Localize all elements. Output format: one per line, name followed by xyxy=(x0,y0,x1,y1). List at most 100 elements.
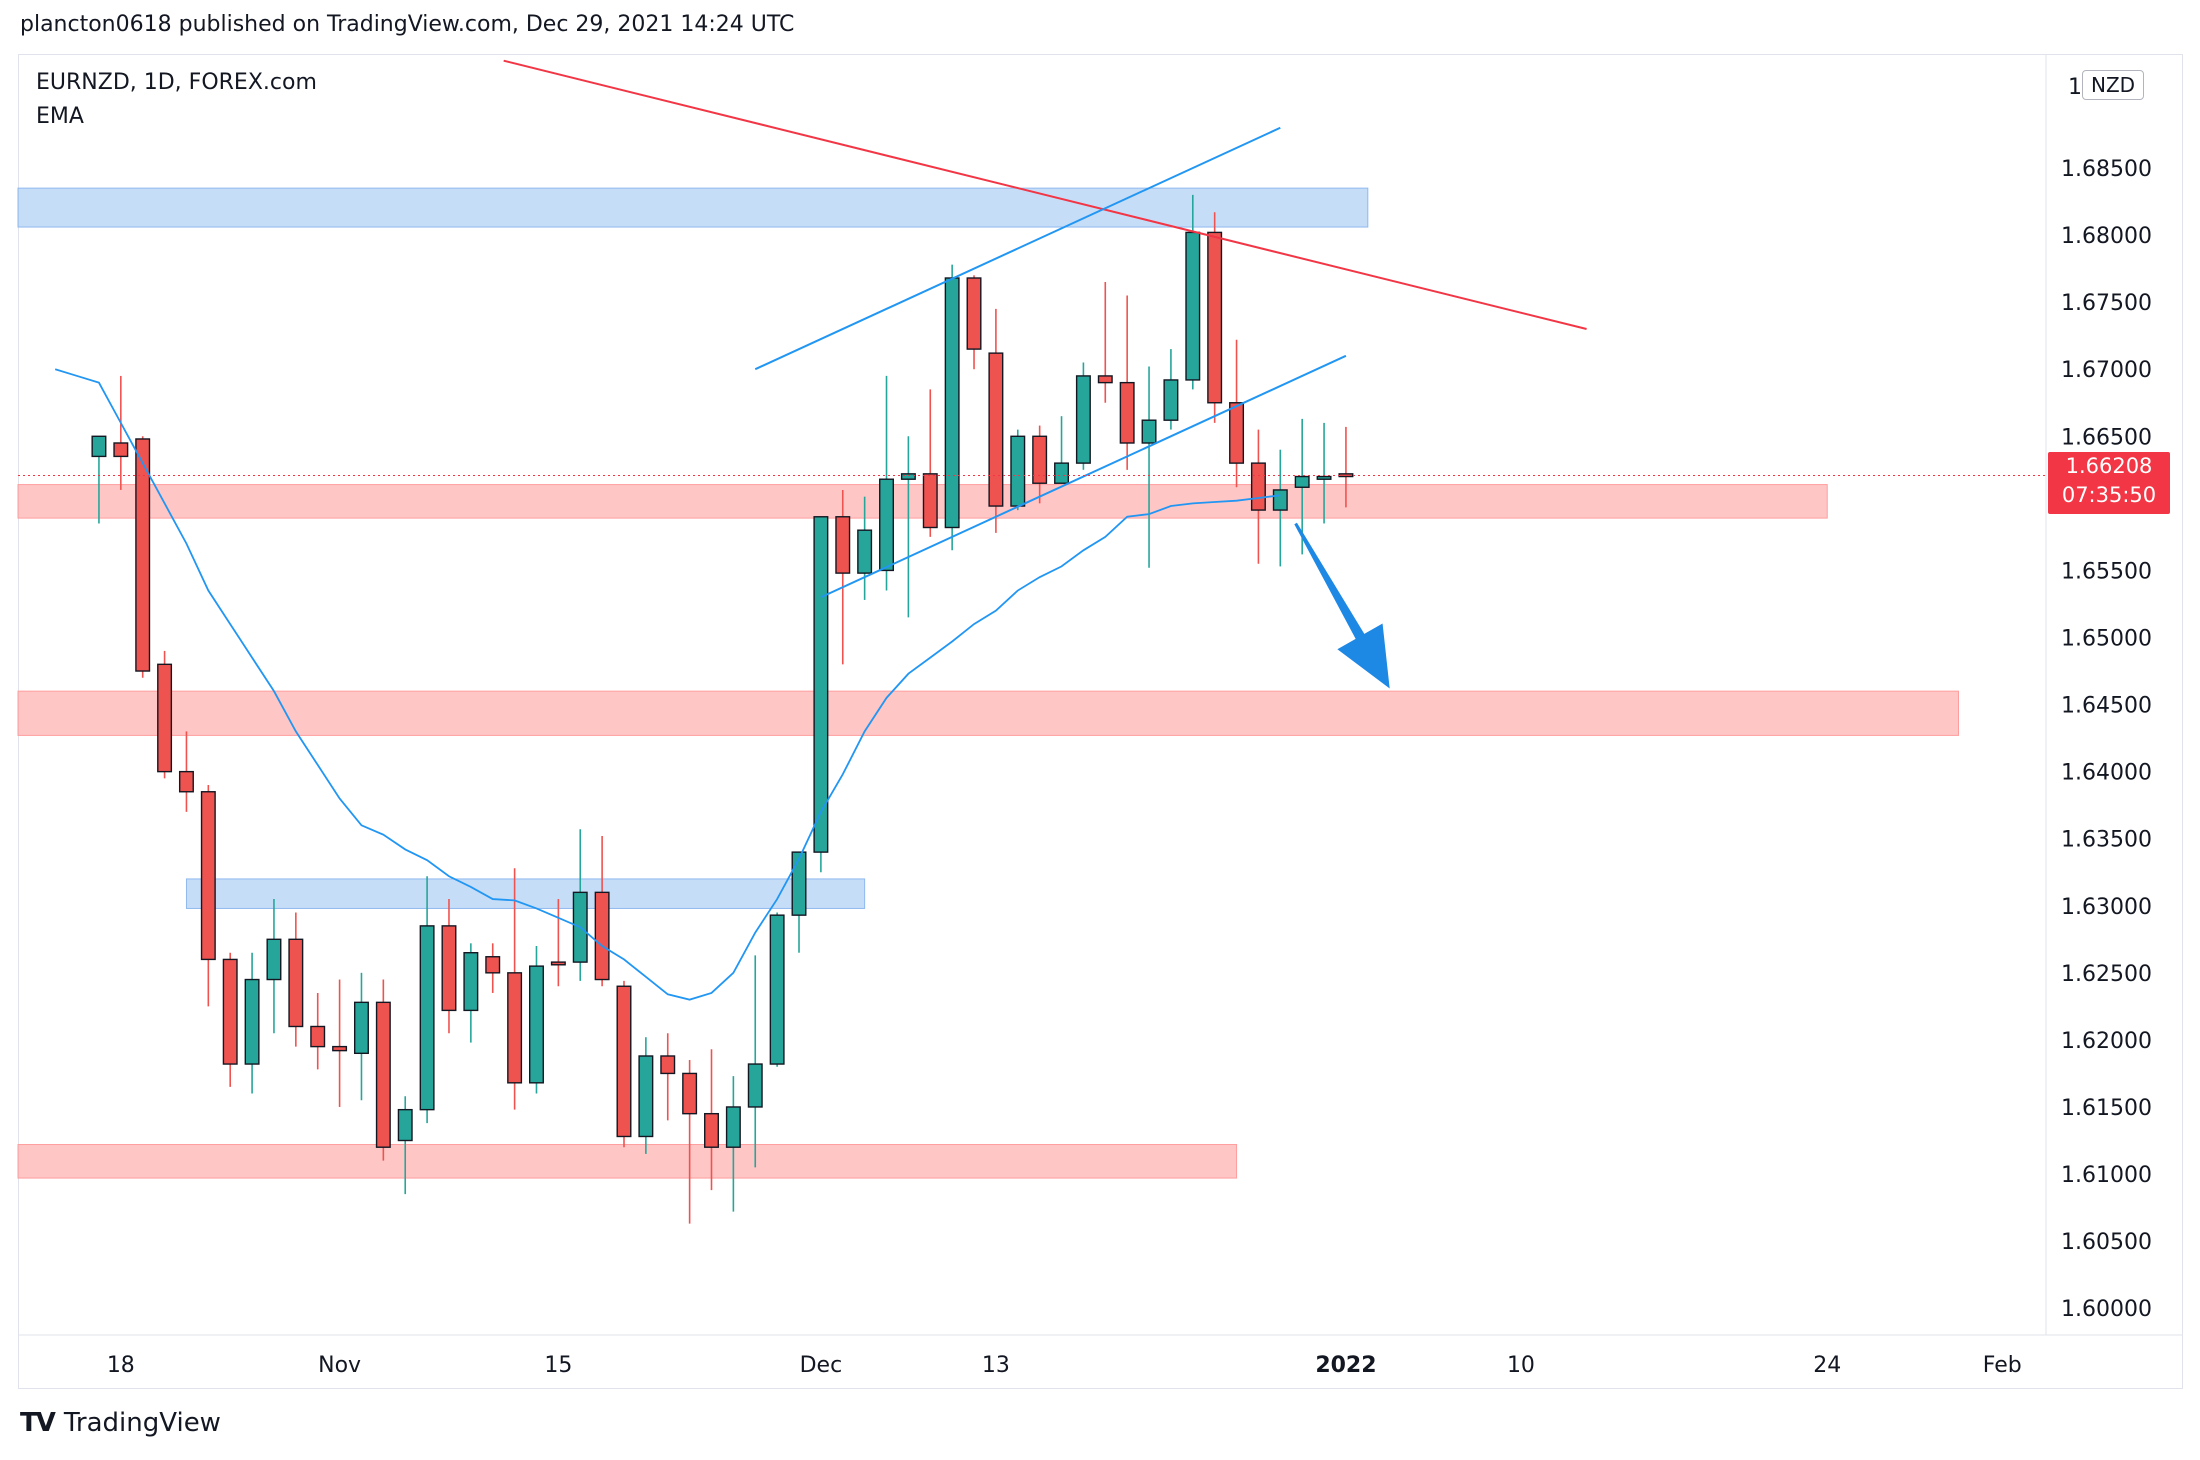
candles-layer xyxy=(91,194,1354,1224)
candle-body xyxy=(1185,231,1201,381)
time-tick-label: 2022 xyxy=(1315,1353,1376,1378)
candle-body xyxy=(550,961,566,966)
bar-countdown: 07:35:50 xyxy=(2061,483,2157,507)
candle-body xyxy=(704,1112,719,1148)
candle-21 xyxy=(550,899,566,987)
candle-body xyxy=(682,1072,698,1115)
candle-16 xyxy=(441,899,457,1034)
price-tick-label: 1.67500 xyxy=(2061,291,2152,316)
candle-23 xyxy=(594,836,610,987)
ema-layer xyxy=(54,368,1281,1001)
candle-body xyxy=(879,478,894,572)
candle-body xyxy=(419,925,435,1111)
candle-25 xyxy=(638,1037,654,1154)
price-tick-label: 1.64000 xyxy=(2061,761,2152,786)
candle-body xyxy=(1229,402,1245,464)
tradingview-logo-icon: TV xyxy=(20,1408,56,1438)
candle-17 xyxy=(463,943,479,1043)
candle-body xyxy=(244,978,260,1065)
candle-31 xyxy=(769,912,785,1067)
candle-body xyxy=(353,1001,369,1055)
price-tick-label: 1.61000 xyxy=(2061,1163,2152,1188)
candle-body xyxy=(485,956,501,974)
price-tick-label: 1.67000 xyxy=(2061,358,2152,383)
time-tick-label: Nov xyxy=(318,1353,361,1378)
candle-40 xyxy=(966,275,982,370)
trend-line-blue-2 xyxy=(820,354,1347,599)
time-tick-label: 13 xyxy=(982,1353,1010,1378)
candle-body xyxy=(835,516,851,574)
candle-body xyxy=(900,473,916,480)
candle-3 xyxy=(157,650,173,779)
symbol-label[interactable]: EURNZD, 1D, FOREX.com xyxy=(36,70,317,95)
price-tick-label: 1.65500 xyxy=(2061,559,2152,584)
candle-9 xyxy=(288,912,304,1047)
candle-24 xyxy=(616,980,632,1148)
candle-30 xyxy=(747,955,763,1168)
candle-body xyxy=(222,958,238,1065)
candle-14 xyxy=(397,1096,413,1195)
zone-red-4 xyxy=(17,1144,1238,1179)
candle-body xyxy=(507,972,523,1084)
candle-body xyxy=(660,1055,676,1075)
price-tick-label: 1.60500 xyxy=(2061,1230,2152,1255)
time-tick-label: 18 xyxy=(107,1353,135,1378)
candle-body xyxy=(594,891,610,981)
candle-42 xyxy=(1010,429,1026,511)
currency-badge[interactable]: NZD xyxy=(2082,70,2145,100)
candle-body xyxy=(988,352,1004,507)
footer-brand: TradingView xyxy=(63,1408,221,1438)
candle-20 xyxy=(529,946,544,1094)
price-axis: 1.60000 1.60500 1.61000 1.61500 1.62000 1.625… xyxy=(2061,75,2152,1322)
candle-body xyxy=(178,770,194,793)
candle-body xyxy=(944,277,960,529)
trend-line-red-0 xyxy=(503,59,1587,330)
candle-33 xyxy=(813,516,829,873)
candle-41 xyxy=(988,308,1004,533)
footer[interactable]: TV TradingView xyxy=(20,1408,221,1438)
candle-52 xyxy=(1229,339,1245,488)
price-tick-label: 1.61500 xyxy=(2061,1096,2152,1121)
candle-body xyxy=(1032,435,1048,484)
candle-body xyxy=(922,473,938,529)
price-chart[interactable]: 1.60000 1.60500 1.61000 1.61500 1.62000 1.625… xyxy=(0,0,2200,1400)
candle-4 xyxy=(178,731,194,812)
candle-5 xyxy=(200,785,216,1007)
candle-32 xyxy=(791,851,807,953)
time-axis: 18 Nov 15 Dec 13 2022 10 24 Feb xyxy=(107,1353,2022,1378)
price-tick-label: 1.62000 xyxy=(2061,1029,2152,1054)
candle-6 xyxy=(222,952,238,1087)
candle-body xyxy=(1250,462,1266,511)
candle-8 xyxy=(266,899,282,1034)
candle-body xyxy=(966,277,982,350)
price-tick-label: 1.63000 xyxy=(2061,895,2152,920)
time-tick-label: 24 xyxy=(1813,1353,1841,1378)
candle-43 xyxy=(1032,425,1048,504)
candle-body xyxy=(529,965,544,1084)
candle-body xyxy=(1272,489,1288,511)
ema-indicator-label[interactable]: EMA xyxy=(36,104,84,129)
candle-body xyxy=(791,851,807,916)
candle-body xyxy=(375,1001,391,1148)
candle-1 xyxy=(113,375,129,490)
candle-body xyxy=(769,914,785,1065)
candle-body xyxy=(135,438,151,672)
last-price-value: 1.66208 xyxy=(2065,454,2153,478)
price-tick-label: 1.68000 xyxy=(2061,224,2152,249)
candle-11 xyxy=(332,979,348,1107)
candle-body xyxy=(638,1055,654,1138)
candle-39 xyxy=(944,264,960,551)
candle-7 xyxy=(244,952,260,1094)
candle-body xyxy=(441,925,457,1012)
candle-47 xyxy=(1119,295,1135,470)
price-tick-label: 1.63500 xyxy=(2061,828,2152,853)
candle-body xyxy=(857,529,873,574)
candle-body xyxy=(266,938,282,981)
time-tick-label: Feb xyxy=(1983,1353,2022,1378)
time-tick-label: 15 xyxy=(544,1353,572,1378)
candle-body xyxy=(91,435,107,458)
zone-red-1 xyxy=(17,484,1828,519)
candle-38 xyxy=(922,389,938,537)
zones-layer xyxy=(17,187,1959,1179)
zone-red-2 xyxy=(17,690,1959,736)
